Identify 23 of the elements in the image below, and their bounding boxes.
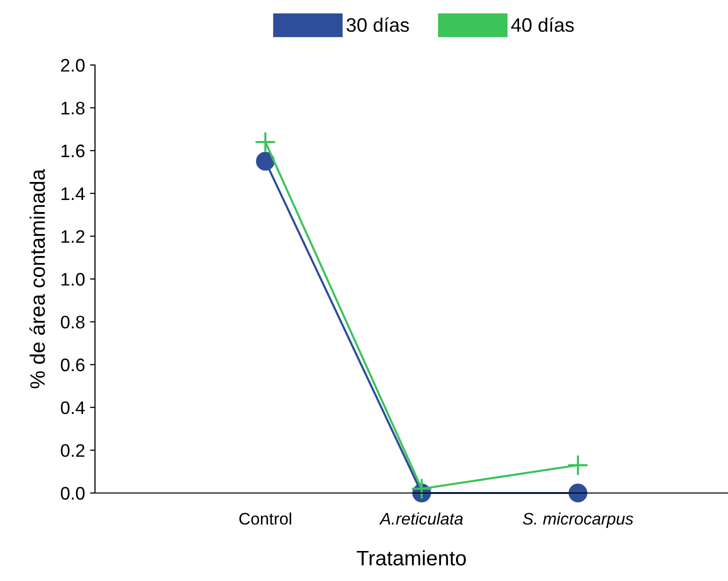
x-tick-label: A.reticulata bbox=[379, 512, 463, 525]
y-tick-label: 1.2 bbox=[62, 230, 84, 243]
y-tick-label: 1.6 bbox=[62, 144, 84, 158]
y-tick-label: 0.6 bbox=[60, 358, 84, 372]
y-tick-label: 2.0 bbox=[61, 58, 85, 72]
y-tick-label: 0.8 bbox=[60, 316, 84, 329]
x-tick-label: Control bbox=[239, 512, 292, 525]
y-tick-label: 0.4 bbox=[60, 401, 85, 414]
x-axis-title: Tratamiento bbox=[356, 550, 466, 566]
legend-label: 30 días bbox=[346, 17, 409, 32]
y-tick-label: 1.8 bbox=[62, 102, 84, 115]
point bbox=[254, 131, 276, 153]
point bbox=[256, 152, 275, 171]
y-tick-label: 1.0 bbox=[62, 272, 85, 286]
legend-label: 40 días bbox=[511, 17, 574, 32]
x-tick-label: S. microcarpus bbox=[522, 512, 634, 528]
y-tick-label: 0.2 bbox=[60, 444, 84, 457]
y-tick-label: 1.4 bbox=[62, 188, 85, 200]
point bbox=[410, 478, 432, 500]
point bbox=[568, 484, 588, 502]
y-axis-title: % de área contaminada bbox=[29, 168, 45, 388]
y-tick-label: 0.0 bbox=[60, 486, 85, 500]
point bbox=[567, 454, 589, 476]
